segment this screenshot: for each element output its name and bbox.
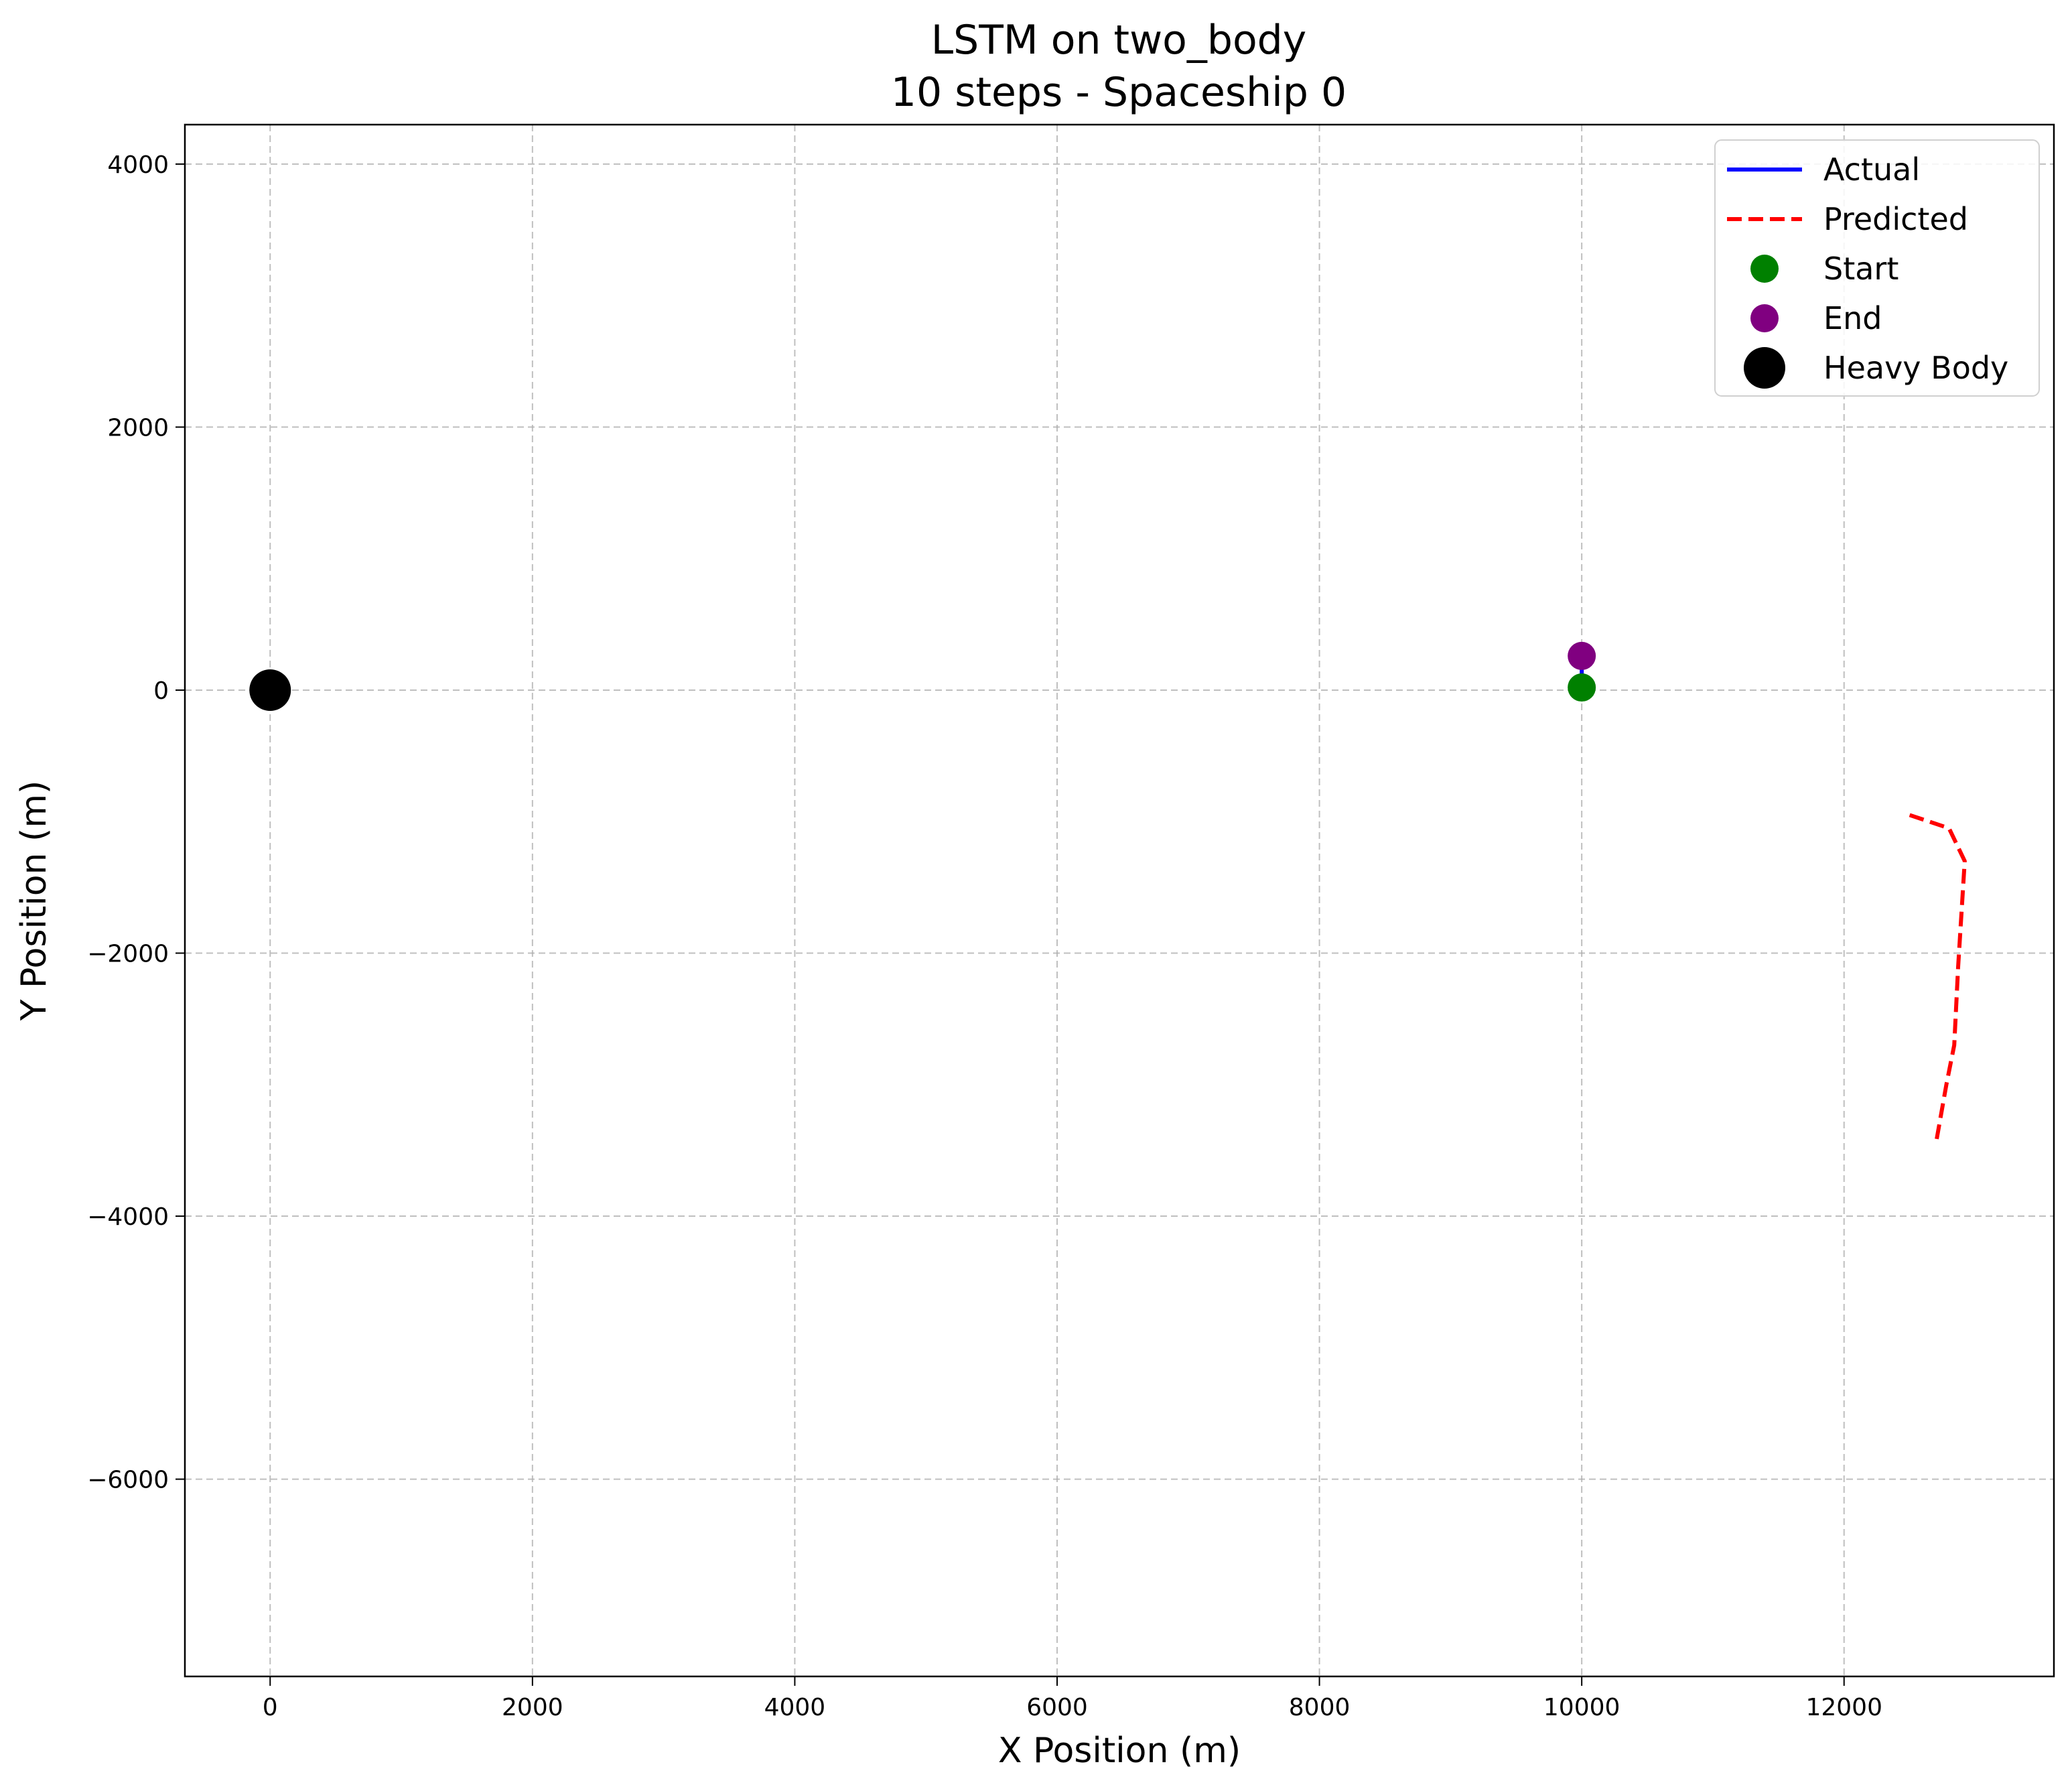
grid [185, 125, 2054, 1676]
legend-swatch-heavy-body [1744, 347, 1785, 389]
y-tick-label: 4000 [107, 151, 169, 179]
x-tick-label: 2000 [502, 1694, 563, 1721]
y-tick-label: −2000 [87, 941, 169, 968]
legend-label: End [1823, 300, 1882, 336]
legend-label: Start [1823, 251, 1898, 287]
y-tick-label: −6000 [87, 1467, 169, 1494]
y-tick-label: −4000 [87, 1203, 169, 1231]
marker-start [1568, 673, 1596, 702]
plot-frame [184, 123, 2055, 1678]
axis-ticks: 0 2000 4000 6000 8000 10000 12000 4000 2000 0 −200… [87, 151, 1882, 1721]
y-tick-label: 0 [153, 677, 169, 705]
x-tick-label: 4000 [764, 1694, 826, 1721]
series-layer [249, 641, 1967, 1144]
x-tick-label: 0 [263, 1694, 278, 1721]
chart-title: LSTM on two_body [931, 17, 1307, 64]
y-tick-label: 2000 [107, 414, 169, 442]
legend-label: Predicted [1823, 201, 1968, 237]
legend: Actual Predicted Start End Heavy Body [1714, 139, 2040, 397]
chart-subtitle: 10 steps - Spaceship 0 [891, 69, 1346, 116]
y-axis-label: Y Position (m) [14, 781, 54, 1022]
x-tick-label: 8000 [1289, 1694, 1351, 1721]
legend-frame [1714, 139, 2040, 397]
legend-label: Actual [1823, 151, 1920, 188]
x-tick-label: 6000 [1026, 1694, 1088, 1721]
marker-end [1568, 641, 1596, 670]
x-tick-label: 12000 [1805, 1694, 1882, 1721]
legend-swatch-end [1750, 304, 1779, 332]
series-line-predicted [1909, 813, 1967, 1144]
marker-heavy-body [249, 669, 291, 711]
x-tick-label: 10000 [1543, 1694, 1620, 1721]
legend-label: Heavy Body [1823, 350, 2008, 386]
x-axis-label: X Position (m) [998, 1731, 1241, 1771]
legend-swatch-start [1750, 255, 1779, 283]
